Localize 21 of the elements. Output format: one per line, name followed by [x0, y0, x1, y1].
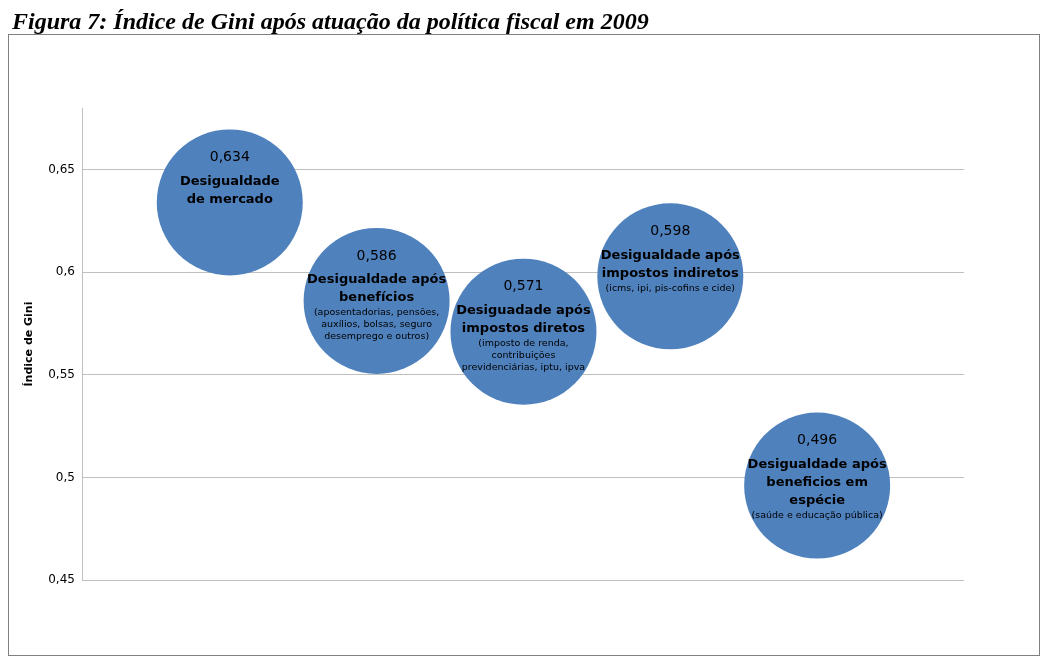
annotation: (saúde e educação pública)	[751, 509, 883, 521]
series-label: Desiguadade após impostos diretos	[456, 302, 592, 336]
y-tick-label: 0,45	[48, 572, 75, 587]
y-axis-title: Índice de Gini	[22, 301, 36, 387]
annotation: (aposentadorias, pensões, auxílios, bolsas, seguro desemprego e outros)	[313, 306, 440, 342]
y-tick-label: 0,5	[55, 469, 75, 484]
chart-title: Figura 7: Índice de Gini após atuação da política fiscal em 2009	[12, 8, 650, 34]
data-label: 0,634	[209, 148, 250, 165]
annotation: (icms, ipi, pis-cofins e cide)	[605, 281, 736, 293]
data-label: 0,586	[356, 246, 397, 263]
annotation: (imposto de renda, contribuições previdenciárias, iptu, ipva	[461, 337, 586, 373]
series-label: Desigualdade após benefícios	[307, 271, 447, 305]
series-label: Desigualdade de mercado	[179, 172, 280, 206]
series-label: Desigualdade após impostos indiretos	[600, 246, 741, 280]
series-label: Desigualdade após beneficios em espécie	[747, 455, 887, 507]
data-label: 0,496	[797, 431, 838, 448]
data-label: 0,571	[503, 277, 544, 294]
y-tick-label: 0,55	[48, 366, 75, 381]
data-label: 0,598	[650, 221, 691, 238]
y-tick-label: 0,6	[55, 264, 75, 279]
y-tick-label: 0,65	[48, 161, 75, 176]
